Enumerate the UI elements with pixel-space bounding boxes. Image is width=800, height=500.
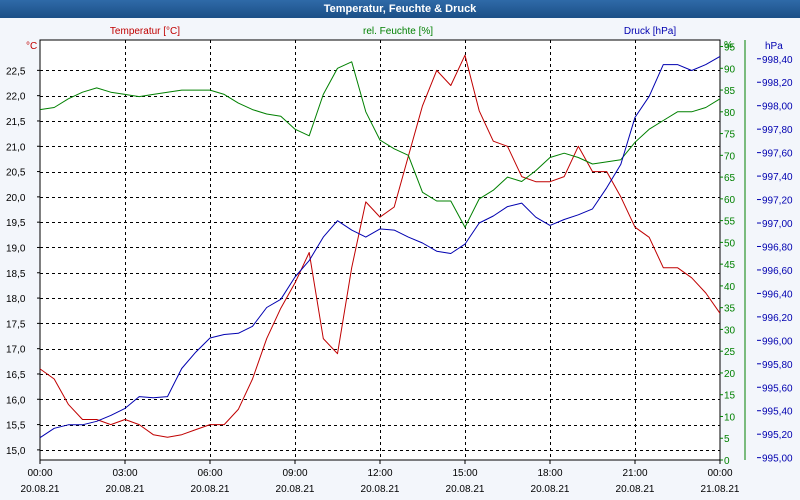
- temperature-tick-label: 21,5: [6, 117, 26, 128]
- window-title: Temperatur, Feuchte & Druck: [0, 0, 800, 18]
- pressure-tick-label: 997,20: [762, 196, 793, 207]
- humidity-tick-label: 90: [724, 64, 736, 75]
- legend-humidity: rel. Feuchte [%]: [363, 26, 433, 37]
- date-tick-label: 20.08.21: [361, 484, 400, 495]
- date-tick-label: 20.08.21: [276, 484, 315, 495]
- time-tick-label: 00:00: [27, 468, 52, 479]
- temperature-tick-label: 16,0: [6, 395, 26, 406]
- humidity-tick-label: 35: [724, 304, 736, 315]
- humidity-tick-label: 0: [724, 456, 730, 467]
- pressure-tick-label: 996,20: [762, 313, 793, 324]
- time-tick-label: 06:00: [197, 468, 222, 479]
- temperature-tick-label: 21,0: [6, 142, 26, 153]
- humidity-tick-label: 75: [724, 130, 736, 141]
- humidity-tick-label: 60: [724, 195, 736, 206]
- date-tick-label: 20.08.21: [106, 484, 145, 495]
- humidity-tick-label: 45: [724, 260, 736, 271]
- humidity-tick-label: 40: [724, 282, 736, 293]
- pressure-tick-label: 996,80: [762, 242, 793, 253]
- date-tick-label: 20.08.21: [191, 484, 230, 495]
- date-tick-label: 20.08.21: [616, 484, 655, 495]
- temperature-tick-label: 22,5: [6, 66, 26, 77]
- temperature-unit-label: °C: [26, 41, 37, 52]
- pressure-tick-label: 995,40: [762, 407, 793, 418]
- time-axis: 00:00 20.08.21 03:00 20.08.21 06:00 20.08.21 0…: [21, 460, 740, 495]
- humidity-tick-label: 55: [724, 217, 736, 228]
- time-tick-label: 21:00: [622, 468, 647, 479]
- temperature-tick-label: 22,0: [6, 92, 26, 103]
- humidity-tick-label: 50: [724, 238, 736, 249]
- pressure-tick-label: 998,20: [762, 78, 793, 89]
- pressure-line: [39, 55, 721, 439]
- pressure-tick-label: 996,60: [762, 266, 793, 277]
- temperature-axis: 15,0 15,5 16,0 16,5 17,0 17,5 18,0 18,5 19,0 19,5…: [6, 66, 40, 457]
- humidity-tick-label: 25: [724, 347, 736, 358]
- pressure-tick-label: 997,40: [762, 172, 793, 183]
- time-tick-label: 15:00: [452, 468, 477, 479]
- humidity-line: [39, 61, 721, 228]
- pressure-axis: 995,00 995,20 995,40 995,60 995,80 996,00 996,…: [757, 55, 793, 465]
- humidity-tick-label: 20: [724, 369, 736, 380]
- humidity-tick-label: 80: [724, 108, 736, 119]
- humidity-tick-label: 15: [724, 391, 736, 402]
- humidity-tick-label: 85: [724, 86, 736, 97]
- humidity-tick-label: 10: [724, 412, 736, 423]
- temperature-tick-label: 20,0: [6, 193, 26, 204]
- humidity-tick-label: 30: [724, 325, 736, 336]
- legend-temperature: Temperatur [°C]: [110, 26, 180, 37]
- time-tick-label: 00:00: [707, 468, 732, 479]
- humidity-axis: 0 5 10 15 20 25 30 35 40 45 50 55 60 65 70 75 80 85 90 95%: [720, 40, 746, 467]
- pressure-tick-label: 995,60: [762, 383, 793, 394]
- pressure-tick-label: 997,00: [762, 219, 793, 230]
- date-tick-label: 21.08.21: [701, 484, 740, 495]
- pressure-tick-label: 996,00: [762, 336, 793, 347]
- humidity-unit-label: %: [724, 40, 733, 51]
- pressure-tick-label: 995,00: [762, 454, 793, 465]
- pressure-tick-label: 995,80: [762, 360, 793, 371]
- pressure-tick-label: 997,60: [762, 149, 793, 160]
- date-tick-label: 20.08.21: [21, 484, 60, 495]
- temperature-tick-label: 16,5: [6, 370, 26, 381]
- humidity-tick-label: 70: [724, 151, 736, 162]
- temperature-tick-label: 17,5: [6, 319, 26, 330]
- temperature-tick-label: 15,0: [6, 446, 26, 457]
- date-tick-label: 20.08.21: [446, 484, 485, 495]
- date-tick-label: 20.08.21: [531, 484, 570, 495]
- humidity-tick-label: 95: [724, 43, 736, 54]
- time-tick-label: 12:00: [367, 468, 392, 479]
- pressure-tick-label: 998,40: [762, 55, 793, 66]
- humidity-tick-label: 5: [724, 434, 730, 445]
- temperature-line: [39, 54, 721, 438]
- time-tick-label: 18:00: [537, 468, 562, 479]
- pressure-tick-label: 997,80: [762, 125, 793, 136]
- pressure-tick-label: 996,40: [762, 289, 793, 300]
- temperature-tick-label: 15,5: [6, 421, 26, 432]
- time-tick-label: 03:00: [112, 468, 137, 479]
- temperature-tick-label: 18,0: [6, 294, 26, 305]
- legend-pressure: Druck [hPa]: [624, 26, 676, 37]
- temperature-tick-label: 19,0: [6, 243, 26, 254]
- temperature-tick-label: 17,0: [6, 345, 26, 356]
- series-layer: [39, 54, 721, 439]
- temperature-tick-label: 19,5: [6, 218, 26, 229]
- temperature-tick-label: 18,5: [6, 269, 26, 280]
- time-tick-label: 09:00: [282, 468, 307, 479]
- humidity-tick-label: 65: [724, 173, 736, 184]
- temperature-tick-label: 20,5: [6, 168, 26, 179]
- pressure-unit-label: hPa: [765, 41, 783, 52]
- pressure-tick-label: 995,20: [762, 430, 793, 441]
- pressure-tick-label: 998,00: [762, 102, 793, 113]
